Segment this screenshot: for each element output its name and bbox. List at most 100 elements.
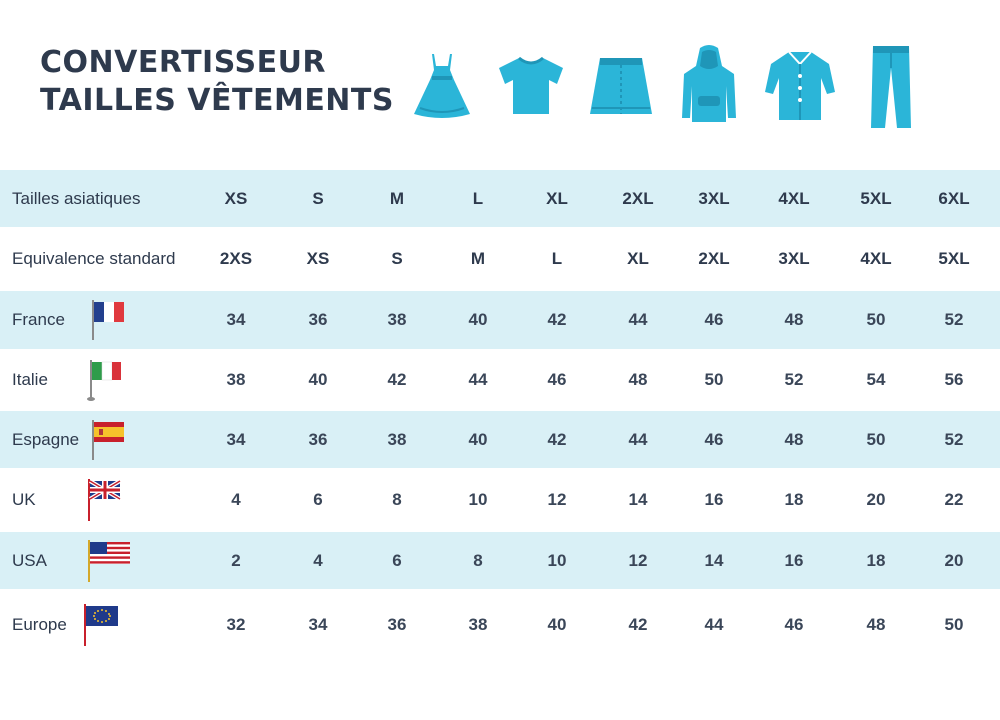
table-cell: XS (306, 249, 330, 268)
table-cell: 20 (944, 550, 964, 570)
table-cell: 50 (944, 615, 964, 634)
table-cell: 20 (866, 490, 886, 509)
skirt-icon (588, 52, 654, 118)
table-cell: 16 (784, 550, 804, 570)
row-label: France (0, 291, 196, 349)
table-cell: 12 (628, 550, 648, 570)
table-cell: 52 (944, 310, 964, 329)
italy-flag-icon (86, 358, 122, 402)
hoodie-icon (680, 44, 738, 126)
table-cell: L (472, 188, 484, 208)
table-cell: 14 (628, 490, 648, 509)
table-cell: 40 (308, 370, 328, 389)
table-cell: 2XL (622, 188, 654, 208)
table-cell: 32 (226, 615, 246, 634)
shirt-dress-icon (763, 48, 837, 124)
row-label-text: Espagne (12, 429, 80, 449)
table-row: France 34 36 38 40 42 44 46 48 50 52 (0, 291, 1000, 349)
table-cell: 4 (313, 550, 323, 570)
table-row: Equivalence standard 2XS XS S M L XL 2XL… (0, 227, 1000, 291)
table-cell: 48 (628, 370, 648, 389)
table-cell: 48 (784, 310, 804, 329)
table-cell: 40 (468, 310, 488, 329)
table-cell: 3XL (778, 249, 810, 268)
table-cell: 5XL (860, 188, 892, 208)
table-cell: XS (224, 188, 248, 208)
table-cell: 44 (628, 429, 648, 449)
table-cell: 34 (308, 615, 328, 634)
table-cell: 5XL (938, 249, 970, 268)
table-cell: 38 (387, 429, 407, 449)
table-cell: 6 (313, 490, 323, 509)
table-cell: 10 (547, 550, 567, 570)
title-line-1: CONVERTISSEUR (40, 45, 327, 80)
table-cell: 40 (547, 615, 567, 634)
table-cell: S (391, 249, 403, 268)
table-cell: 16 (704, 490, 724, 509)
table-row: USA 2 4 6 8 10 12 14 16 18 20 (0, 532, 1000, 589)
size-conversion-table: Tailles asiatiques XS S M L XL 2XL 3XL 4… (0, 170, 1000, 661)
table-cell: 46 (704, 429, 724, 449)
table-cell: 8 (473, 550, 483, 570)
table-cell: 36 (308, 429, 328, 449)
row-label-text: France (12, 310, 65, 329)
table-cell: 4XL (778, 188, 810, 208)
table-cell: 3XL (698, 188, 730, 208)
table-cell: 4XL (860, 249, 892, 268)
table-cell: 4 (231, 490, 241, 509)
table-cell: 2XS (219, 249, 253, 268)
title-line-2: TAILLES VÊTEMENTS (40, 83, 394, 118)
table-cell: 42 (628, 615, 648, 634)
table-cell: 52 (944, 429, 964, 449)
row-label: Europe (0, 589, 196, 661)
table-cell: 6 (392, 550, 402, 570)
usa-flag-icon (86, 538, 132, 584)
row-label-text: Europe (12, 615, 67, 634)
table-cell: 18 (866, 550, 886, 570)
row-label: USA (0, 532, 196, 589)
table-cell: 50 (866, 310, 886, 329)
table-cell: 2XL (698, 249, 730, 268)
row-label: Espagne (0, 411, 196, 468)
table-cell: 46 (704, 310, 724, 329)
table-cell: 50 (704, 370, 724, 389)
table-cell: 50 (866, 429, 886, 449)
table-cell: XL (627, 249, 649, 268)
table-cell: 38 (387, 310, 407, 329)
table-cell: 38 (468, 615, 488, 634)
row-label: UK (0, 468, 196, 532)
table-cell: S (312, 188, 324, 208)
table-cell: XL (546, 188, 568, 208)
jeans-icon (867, 42, 915, 132)
row-label-text: USA (12, 550, 47, 570)
table-cell: 36 (308, 310, 328, 329)
row-label-text: UK (12, 490, 36, 509)
table-cell: 56 (944, 370, 964, 389)
table-cell: 44 (628, 310, 648, 329)
row-label: Tailles asiatiques (12, 188, 141, 208)
dress-icon (410, 50, 474, 122)
table-cell: 40 (468, 429, 488, 449)
table-row: Europe 32 34 36 38 40 42 44 46 (0, 589, 1000, 661)
table-cell: 42 (387, 370, 407, 389)
table-cell: 42 (547, 429, 567, 449)
table-cell: 10 (468, 490, 488, 509)
table-row: Tailles asiatiques XS S M L XL 2XL 3XL 4… (0, 170, 1000, 227)
table-cell: 8 (392, 490, 402, 509)
table-cell: 22 (944, 490, 964, 509)
table-cell: 54 (866, 370, 886, 389)
eu-flag-icon (82, 602, 120, 648)
table-row: Italie 38 40 42 44 46 48 50 52 54 56 (0, 349, 1000, 411)
table-cell: 52 (784, 370, 804, 389)
table-cell: M (389, 188, 405, 208)
uk-flag-icon (86, 477, 124, 523)
table-cell: 14 (704, 550, 724, 570)
table-cell: 44 (704, 615, 724, 634)
spain-flag-icon (90, 418, 126, 462)
clothing-icons (405, 40, 945, 135)
page-title: CONVERTISSEUR TAILLES VÊTEMENTS (40, 44, 400, 120)
row-label: Equivalence standard (12, 249, 176, 268)
table-cell: 46 (784, 615, 804, 634)
table-cell: 44 (468, 370, 488, 389)
table-cell: 48 (784, 429, 804, 449)
